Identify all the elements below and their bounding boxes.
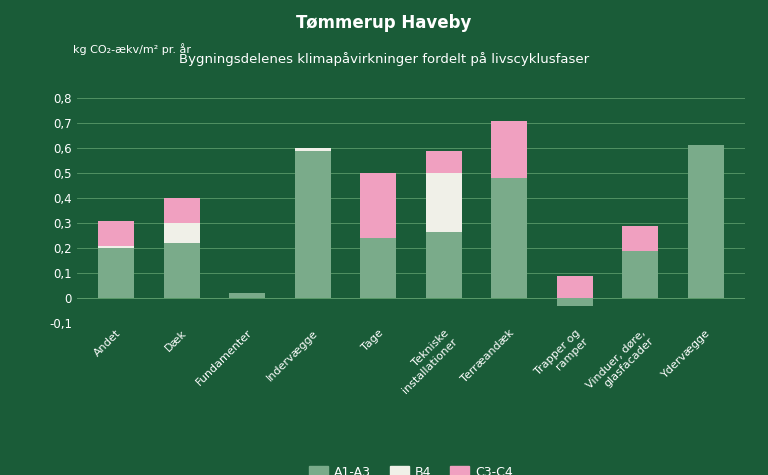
Bar: [164, 198, 200, 223]
Legend: A1-A3, B4, C3-C4: A1-A3, B4, C3-C4: [305, 463, 517, 475]
Bar: [295, 151, 331, 298]
Bar: [425, 151, 462, 173]
Bar: [295, 148, 331, 151]
Bar: [164, 223, 200, 243]
Bar: [164, 243, 200, 298]
Text: kg CO₂-ækv/m² pr. år: kg CO₂-ækv/m² pr. år: [74, 43, 191, 55]
Bar: [557, 276, 593, 298]
Bar: [491, 178, 527, 298]
Bar: [360, 173, 396, 238]
Bar: [98, 246, 134, 248]
Bar: [622, 226, 658, 250]
Bar: [687, 145, 723, 298]
Bar: [229, 293, 265, 298]
Bar: [491, 121, 527, 178]
Bar: [98, 220, 134, 246]
Bar: [557, 298, 593, 305]
Bar: [425, 173, 462, 232]
Bar: [425, 232, 462, 298]
Bar: [622, 250, 658, 298]
Text: Bygningsdelenes klimapåvirkninger fordelt på livscyklusfaser: Bygningsdelenes klimapåvirkninger fordel…: [179, 52, 589, 66]
Text: Tømmerup Haveby: Tømmerup Haveby: [296, 14, 472, 32]
Bar: [360, 238, 396, 298]
Bar: [98, 248, 134, 298]
